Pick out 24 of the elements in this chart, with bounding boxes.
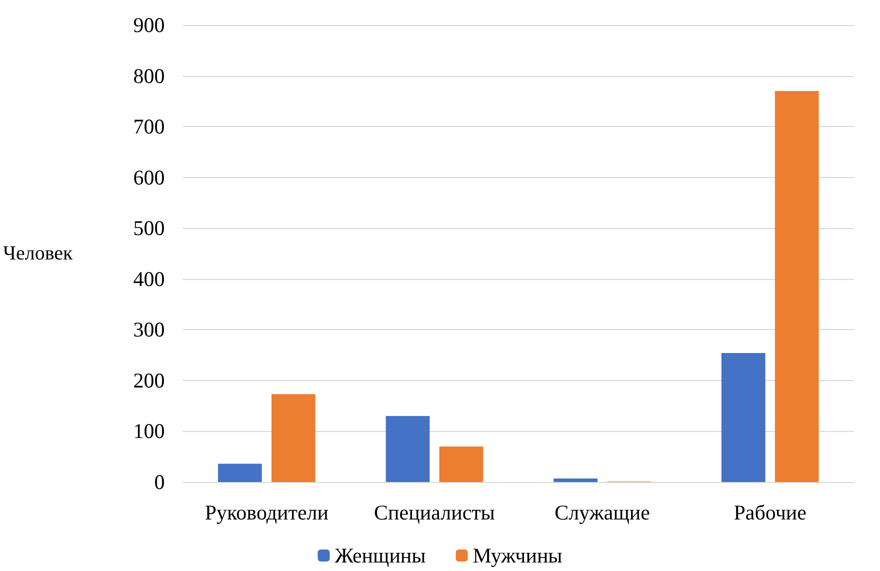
legend-label: Мужчины [472,544,562,568]
y-tick-label: 300 [133,318,165,342]
y-tick-label: 100 [133,419,165,444]
legend-label: Женщины [334,544,426,568]
y-tick-label: 400 [133,266,165,291]
y-tick-label: 500 [133,216,165,240]
y-tick-label: 200 [133,368,165,392]
y-axis-title: Человек [2,242,74,264]
x-tick-label: Специалисты [374,500,495,524]
y-tick-label: 700 [133,114,165,139]
y-tick-label: 600 [133,165,165,190]
bar [774,91,819,482]
y-tick-label: 800 [133,64,165,88]
bar [218,464,262,482]
y-tick-label: 900 [133,13,165,37]
x-tick-label: Рабочие [734,500,806,524]
bar [386,416,430,482]
bar [272,394,316,482]
bar [721,353,766,482]
bar [439,446,484,482]
y-tick-label: 0 [154,470,165,494]
x-tick-label: Руководители [204,500,328,524]
x-tick-label: Служащие [554,500,650,524]
bar [554,478,598,482]
